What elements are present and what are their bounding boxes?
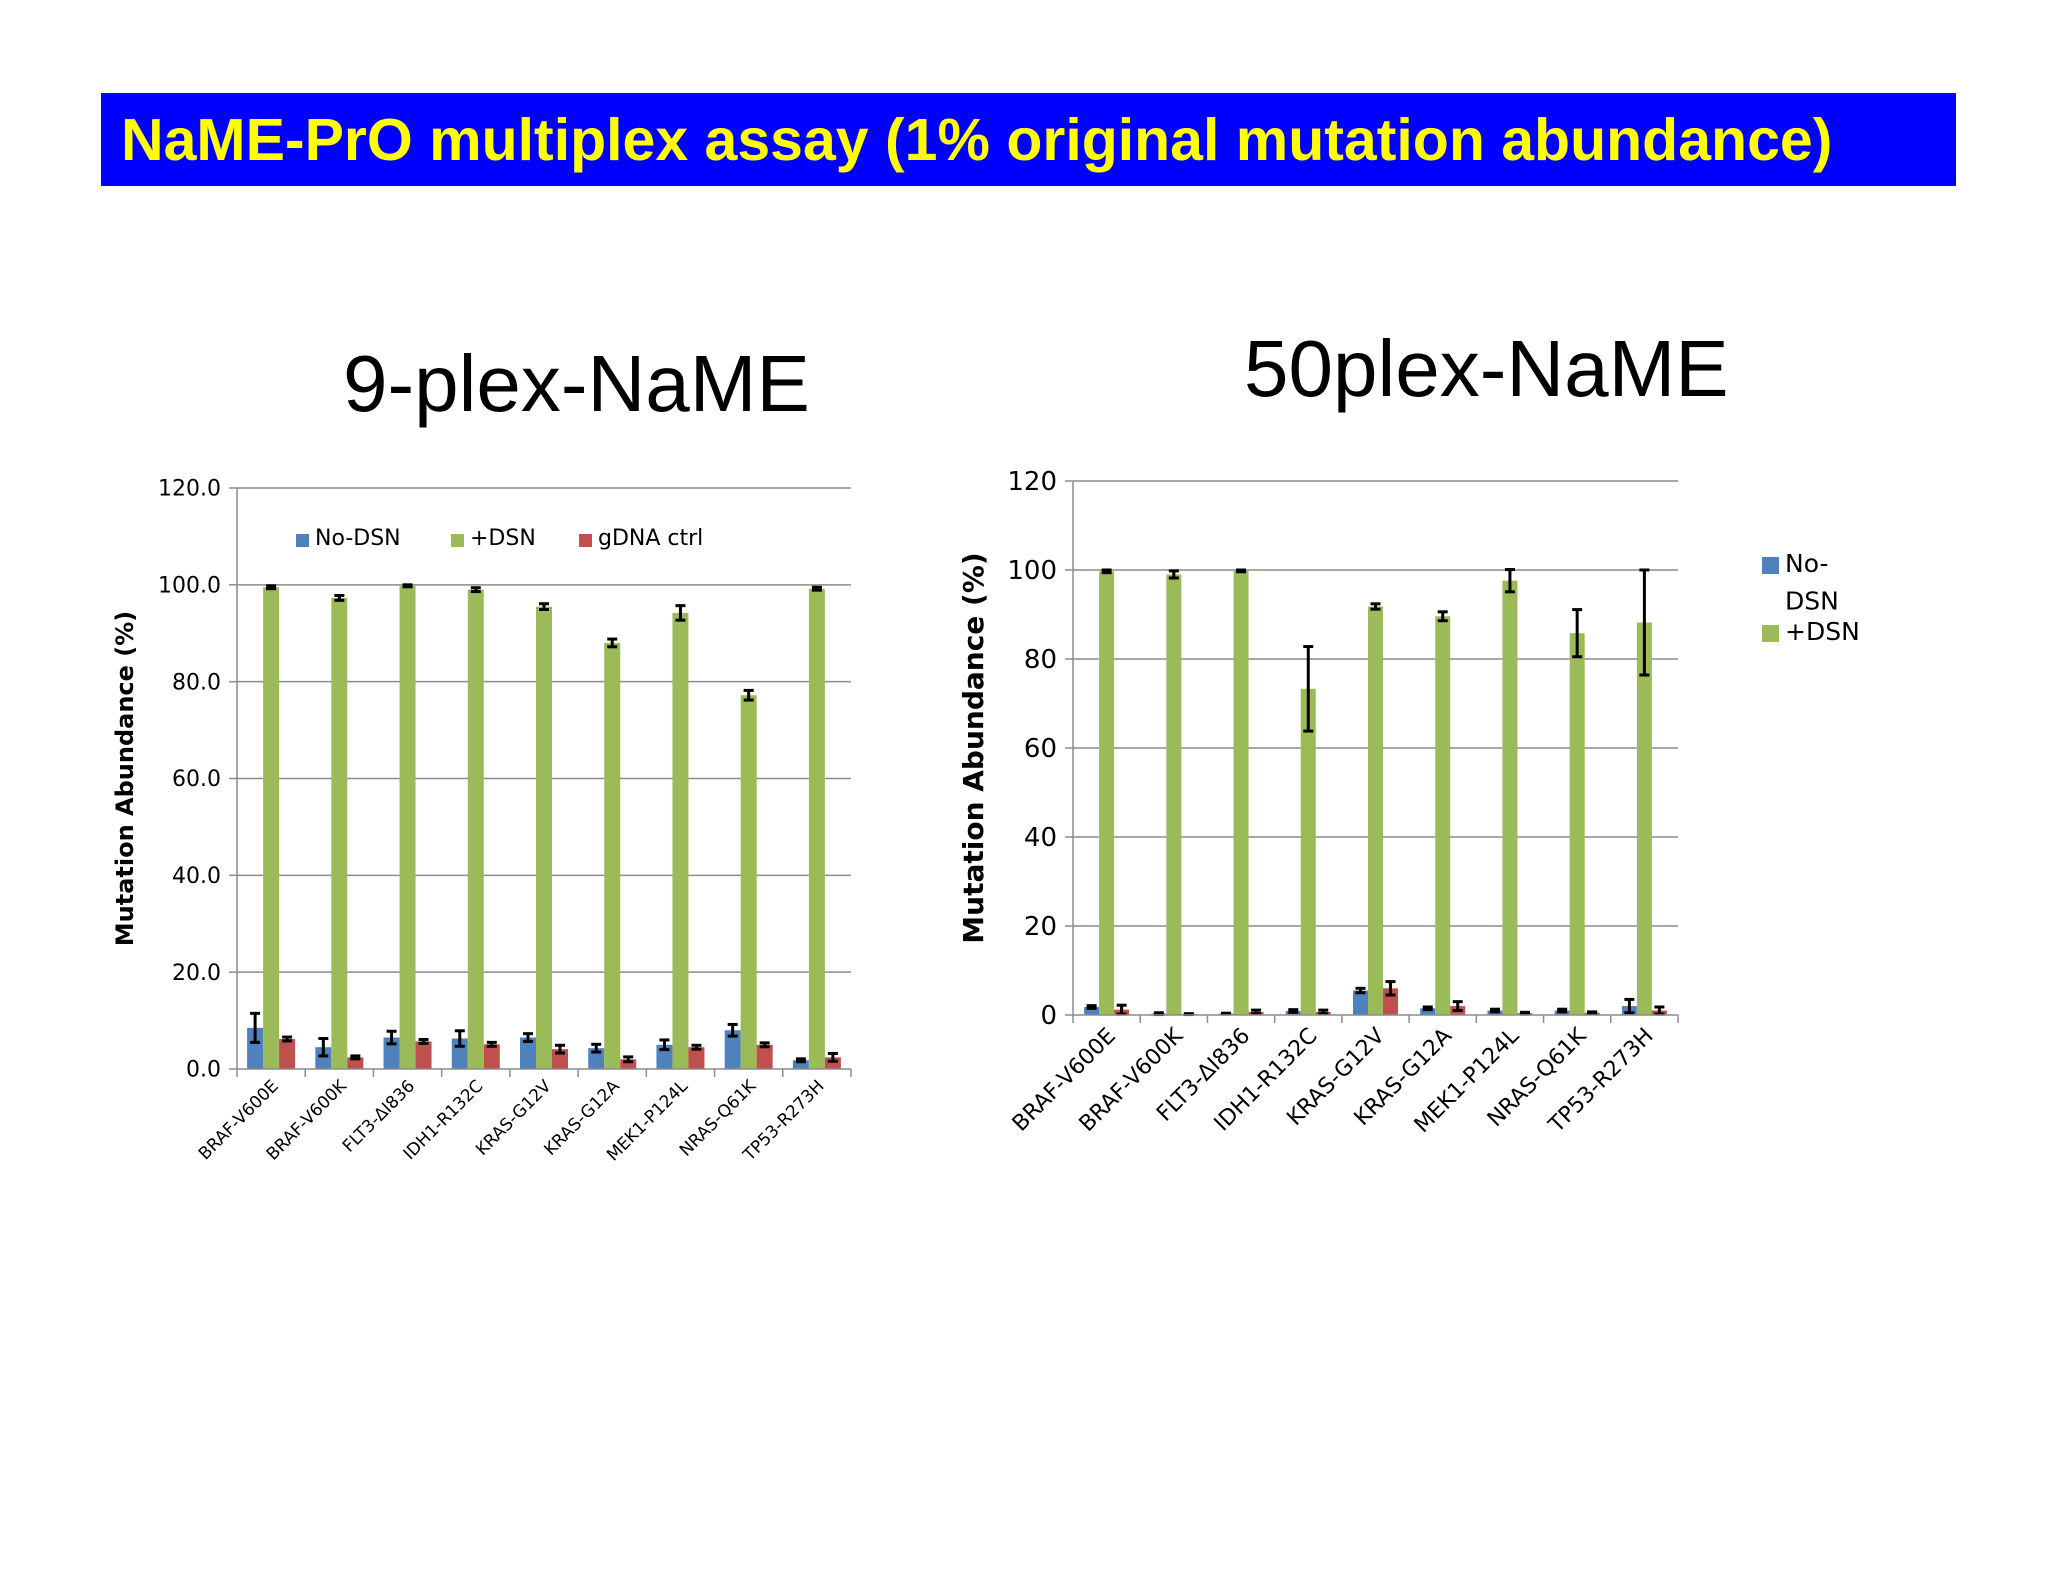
chart-title-50plex: 50plex-NaME [1244,324,1729,413]
legend-swatch [296,534,309,547]
legend-swatch [1762,625,1779,642]
legend-entry: gDNA ctrl [598,526,703,551]
bar--dsn [1502,580,1518,1015]
y-tick-label: 60 [1024,734,1057,764]
bar--dsn [1300,688,1316,1015]
slide-title: NaME-PrO multiplex assay (1% original mu… [121,106,1833,173]
y-axis-label: Mutation Abundance (%) [957,552,990,943]
bar--dsn [1099,571,1115,1015]
y-tick-label: 80 [1024,645,1057,675]
bar-gdna-ctrl [824,1057,841,1069]
bar--dsn [1166,574,1182,1015]
bar--dsn [604,642,621,1069]
bar--dsn [536,606,552,1069]
bar--dsn [808,588,825,1069]
y-tick-label: 40 [1024,823,1057,853]
bar--dsn [1636,622,1652,1015]
bar-gdna-ctrl [483,1044,500,1069]
bar-gdna-ctrl [756,1044,773,1069]
y-tick-label: 100.0 [158,574,221,599]
y-axis-label: Mutation Abundance (%) [111,611,139,947]
bar-no-dsn [792,1060,809,1069]
bar--dsn [1368,606,1383,1015]
y-tick-label: 120.0 [158,477,221,502]
bar--dsn [331,597,348,1069]
legend-swatch [579,534,592,547]
bar-gdna-ctrl [688,1047,705,1069]
y-tick-label: 20.0 [172,961,221,986]
bar-no-dsn [520,1037,536,1069]
bar--dsn [740,695,757,1069]
legend-entry: +DSN [1785,617,1860,646]
bar--dsn [467,589,484,1069]
bar-gdna-ctrl [347,1057,364,1069]
title-banner: NaME-PrO multiplex assay (1% original mu… [101,93,1956,186]
bar-no-dsn [724,1030,741,1069]
legend-entry: No-DSN [1785,549,1839,616]
y-tick-label: 100 [1007,556,1057,586]
bar-gdna-ctrl [620,1059,637,1069]
y-tick-label: 0 [1040,1001,1057,1031]
bar-no-dsn [1420,1008,1436,1015]
chart-50plex: 020406080100120BRAF-V600EBRAF-V600KFLT3-… [957,467,1860,1138]
legend-swatch [1762,557,1779,574]
bar--dsn [1435,616,1451,1015]
legend-swatch [451,534,464,547]
y-tick-label: 80.0 [172,670,221,695]
bar-no-dsn [315,1047,332,1069]
legend-entry: +DSN [470,526,536,551]
bar-no-dsn [1084,1006,1100,1015]
bar--dsn [263,587,280,1069]
bar--dsn [399,585,416,1069]
chart-title-9plex: 9-plex-NaME [343,339,810,428]
y-tick-label: 120 [1007,467,1057,497]
y-tick-label: 0.0 [186,1058,221,1083]
legend-entry: No-DSN [315,526,401,551]
bar-no-dsn [1353,990,1368,1015]
bar-no-dsn [383,1037,400,1069]
bar--dsn [1569,633,1585,1015]
bar--dsn [1233,570,1249,1015]
bar-gdna-ctrl [415,1041,432,1069]
bar-no-dsn [247,1027,264,1069]
y-tick-label: 20 [1024,912,1057,942]
chart-9plex: 0.020.040.060.080.0100.0120.0BRAF-V600EB… [111,477,852,1166]
bar-gdna-ctrl [279,1038,296,1069]
y-tick-label: 40.0 [172,864,221,889]
y-tick-label: 60.0 [172,767,221,792]
bar--dsn [672,612,689,1069]
